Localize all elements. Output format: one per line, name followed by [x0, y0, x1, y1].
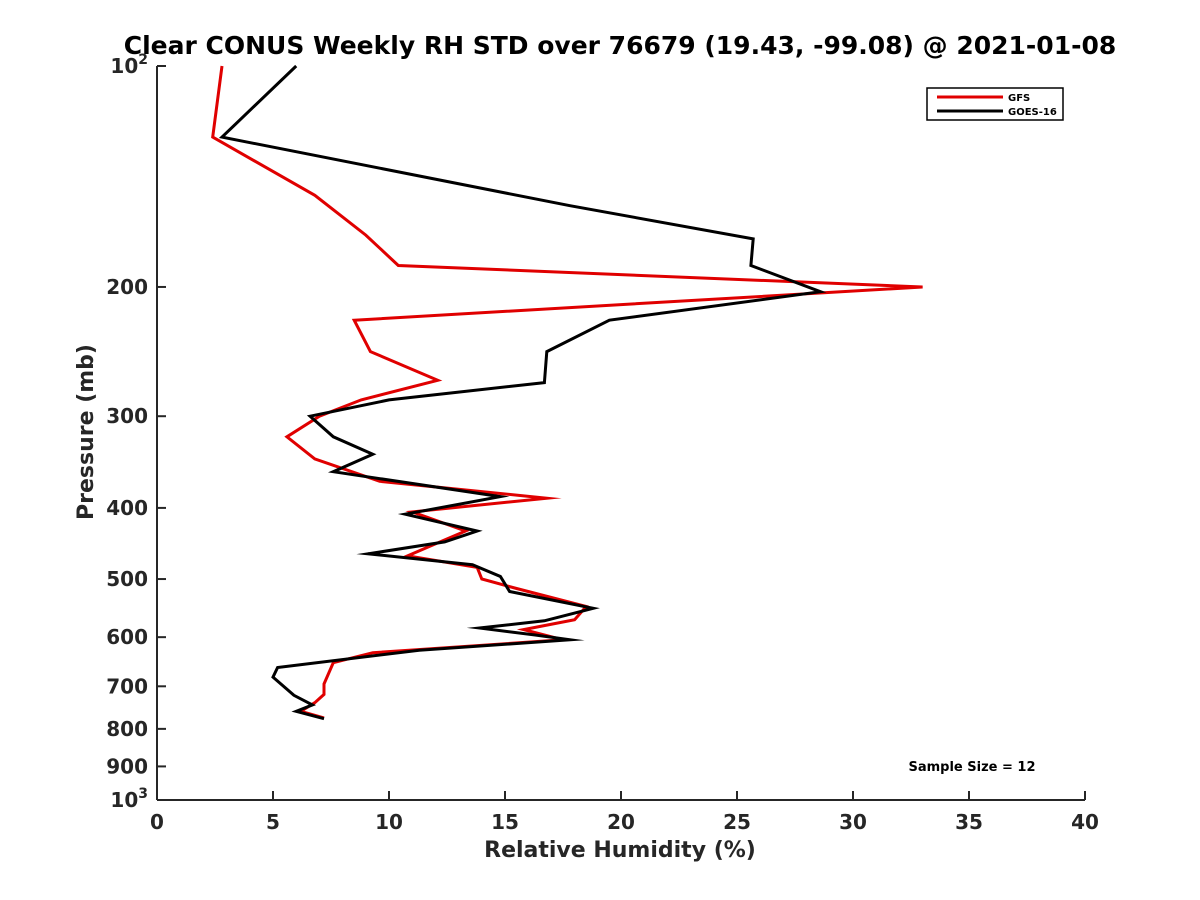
x-tick-label: 5	[266, 810, 280, 834]
y-tick-label: 200	[106, 275, 148, 299]
chart-title: Clear CONUS Weekly RH STD over 76679 (19…	[124, 31, 1117, 60]
x-tick-label: 10	[375, 810, 403, 834]
x-tick-label: 15	[491, 810, 519, 834]
x-axis-ticks: 0 5 10 15 20 25 30 35 40	[150, 791, 1099, 834]
legend: GFS GOES-16	[926, 87, 1064, 121]
x-tick-label: 40	[1071, 810, 1099, 834]
y-tick-label: 103	[110, 786, 148, 812]
legend-box	[926, 87, 1064, 121]
y-tick-label: 800	[106, 717, 148, 741]
series-layer	[211, 64, 923, 721]
x-tick-label: 20	[607, 810, 635, 834]
legend-label: GOES-16	[1008, 107, 1057, 118]
y-tick-label: 600	[106, 625, 148, 649]
y-axis-ticks: 102 200 300 400 500 600 700 800 900 103	[106, 52, 166, 812]
y-tick-label: 700	[106, 674, 148, 698]
x-tick-label: 25	[723, 810, 751, 834]
x-tick-label: 0	[150, 810, 164, 834]
sample-size-annotation: Sample Size = 12	[908, 760, 1035, 775]
y-tick-label: 500	[106, 567, 148, 591]
series-line-gfs	[211, 65, 923, 720]
series-line-goes-16	[218, 64, 827, 721]
y-tick-label: 400	[106, 496, 148, 520]
legend-label: GFS	[1008, 93, 1030, 104]
x-tick-label: 35	[955, 810, 983, 834]
y-tick-label: 102	[110, 52, 148, 78]
y-tick-label: 300	[106, 404, 148, 428]
x-axis-label: Relative Humidity (%)	[484, 838, 756, 863]
y-tick-label: 900	[106, 754, 148, 778]
x-tick-label: 30	[839, 810, 867, 834]
y-axis-label: Pressure (mb)	[74, 344, 99, 520]
plot-frame	[156, 66, 1085, 801]
